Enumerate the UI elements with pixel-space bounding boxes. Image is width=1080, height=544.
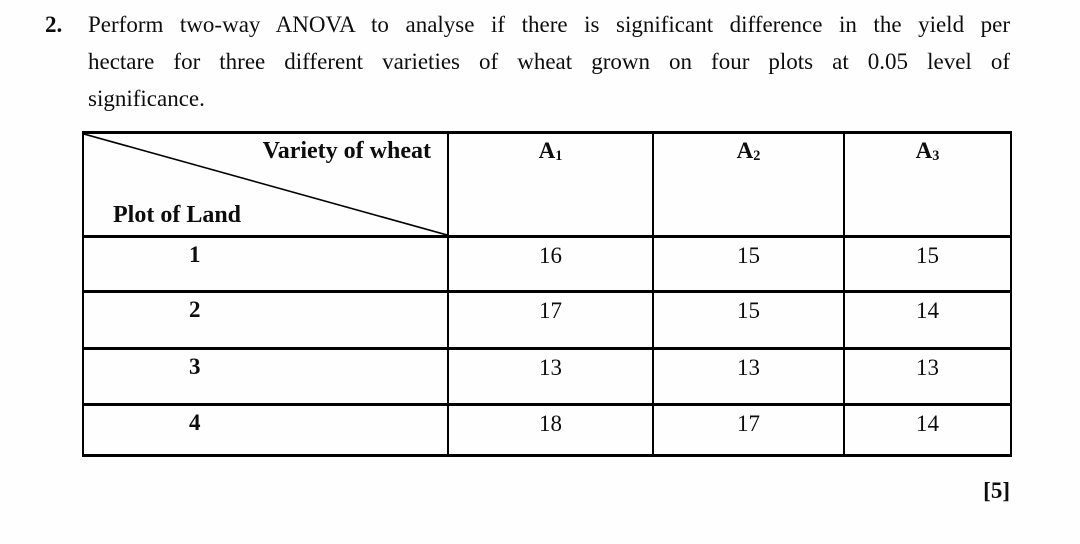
row-label-plot-1: 1 <box>82 235 449 293</box>
column-header-base: A <box>736 138 754 163</box>
yield-value: 17 <box>652 403 845 457</box>
yield-value: 13 <box>843 347 1012 406</box>
question-line: hectare for three different varieties of… <box>88 49 1010 74</box>
question-line: Perform two-way ANOVA to analyse if ther… <box>88 12 1010 37</box>
table-header-row: Variety of wheat Plot of Land A1 A2 A3 <box>82 131 1012 238</box>
corner-label-variety: Variety of wheat <box>262 138 431 164</box>
yield-value: 14 <box>843 403 1012 457</box>
question-line: significance. <box>88 86 205 111</box>
column-header-subscript: 3 <box>932 148 940 165</box>
marks-badge: [5] <box>983 478 1010 503</box>
anova-data-table: Variety of wheat Plot of Land A1 A2 A3 1… <box>82 131 1012 457</box>
column-header-a2: A2 <box>652 131 845 238</box>
yield-value: 17 <box>447 290 654 350</box>
column-header-subscript: 1 <box>555 148 563 165</box>
yield-value: 13 <box>447 347 654 406</box>
column-header-base: A <box>915 138 933 163</box>
table-row: 4 18 17 14 <box>82 403 1012 457</box>
row-label-plot-4: 4 <box>82 403 449 457</box>
row-label-plot-2: 2 <box>82 290 449 350</box>
column-header-base: A <box>538 138 556 163</box>
column-header-a1: A1 <box>447 131 654 238</box>
row-label-plot-3: 3 <box>82 347 449 406</box>
table-corner-cell: Variety of wheat Plot of Land <box>82 131 449 238</box>
yield-value: 14 <box>843 290 1012 350</box>
yield-value: 15 <box>652 290 845 350</box>
table-row: 2 17 15 14 <box>82 290 1012 350</box>
column-header-a3: A3 <box>843 131 1012 238</box>
table-row: 3 13 13 13 <box>82 347 1012 406</box>
column-header-subscript: 2 <box>753 148 761 165</box>
yield-value: 15 <box>652 235 845 293</box>
question-block: 2. Perform two-way ANOVA to analyse if t… <box>45 6 1010 117</box>
yield-value: 16 <box>447 235 654 293</box>
yield-value: 15 <box>843 235 1012 293</box>
table-row: 1 16 15 15 <box>82 235 1012 293</box>
question-number: 2. <box>45 12 63 37</box>
corner-label-plot: Plot of Land <box>113 202 242 228</box>
diagonal-divider-line <box>84 134 447 235</box>
yield-value: 18 <box>447 403 654 457</box>
yield-value: 13 <box>652 347 845 406</box>
question-text: Perform two-way ANOVA to analyse if ther… <box>88 6 1010 117</box>
